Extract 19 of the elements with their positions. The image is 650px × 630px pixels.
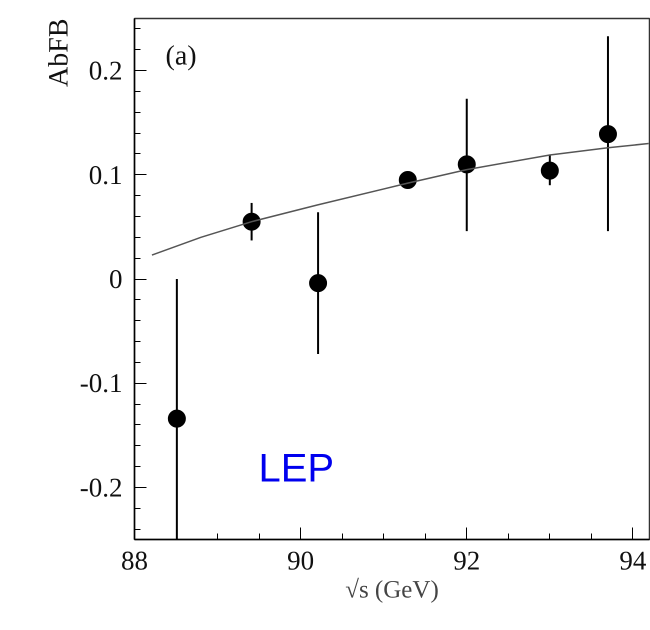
annotation: (a) <box>166 40 197 72</box>
y-tick-label: -0.1 <box>80 368 123 398</box>
point <box>598 125 617 144</box>
x-axis-title: √s (GeV) <box>345 576 439 604</box>
x-tick-label: 90 <box>287 546 314 576</box>
annotation: LEP <box>258 446 334 490</box>
point <box>168 410 186 428</box>
x-tick-label: 92 <box>453 546 480 576</box>
point <box>458 155 476 174</box>
y-tick-label: 0.1 <box>88 160 122 190</box>
point <box>309 274 328 292</box>
y-axis-title: AbFB <box>44 18 74 87</box>
line-series <box>151 142 650 256</box>
y-tick-label: -0.2 <box>80 472 123 502</box>
y-tick-label: 0 <box>109 264 122 294</box>
point <box>540 162 559 180</box>
x-tick-label: 94 <box>619 546 647 576</box>
x-tick-label: 88 <box>121 546 148 576</box>
y-tick-label: 0.2 <box>88 56 122 86</box>
